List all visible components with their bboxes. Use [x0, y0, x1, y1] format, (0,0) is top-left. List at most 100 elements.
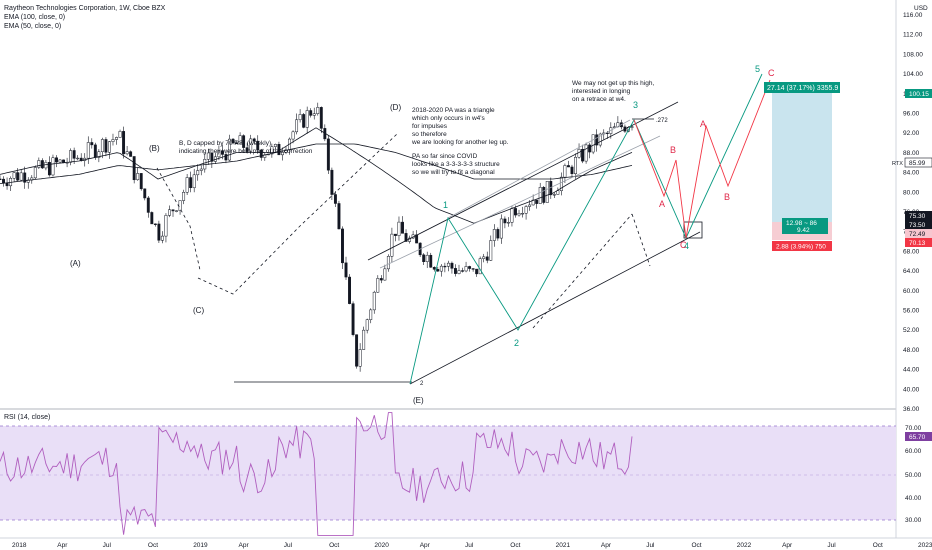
diag-upper[interactable]: [447, 119, 631, 219]
rsi-axis[interactable]: 70.00 60.00 50.00 40.00 30.00: [905, 425, 922, 524]
candle-body: [542, 186, 546, 203]
candle-body: [439, 265, 443, 272]
note-tri-3: for impulses: [412, 123, 448, 130]
candle-body: [168, 209, 171, 216]
tag-target: 100.15: [909, 91, 929, 98]
time-tick-label: Apr: [782, 542, 793, 549]
target-zone[interactable]: [772, 92, 832, 222]
target-label-box[interactable]: [764, 82, 840, 93]
candle-body: [115, 137, 118, 140]
candle-body: [482, 256, 486, 259]
candle-body: [326, 138, 330, 171]
price-tick-label: 44.00: [903, 367, 920, 374]
candle-body: [362, 329, 366, 350]
candle-body: [386, 256, 390, 270]
candle-body: [139, 173, 143, 190]
candle-body: [450, 262, 454, 269]
entry-label-box[interactable]: [782, 218, 828, 234]
label-red-c-1: C: [680, 240, 687, 250]
candle-body: [146, 197, 150, 213]
candle-body: [390, 233, 394, 257]
currency-label: USD: [914, 5, 928, 12]
tag-target-bg: [905, 89, 932, 98]
time-axis[interactable]: 2018 Apr Jul Oct 2019 Apr Jul Oct 2020 Apr Jul Oct 2…: [12, 542, 932, 549]
stop-label-box[interactable]: [772, 241, 832, 251]
candle-body: [538, 186, 542, 204]
candle-body: [478, 258, 482, 275]
wave-2: 2: [514, 338, 519, 348]
candle-body: [5, 183, 9, 187]
candle-body: [598, 133, 602, 146]
label-red-a-1: A: [659, 199, 665, 209]
label-c: (C): [193, 306, 204, 315]
candle-body: [298, 114, 302, 121]
note-high-3: on a retrace at w4.: [572, 96, 626, 103]
candle-body: [393, 233, 397, 236]
tag-t3: 72.49: [909, 231, 926, 238]
candle-body: [369, 309, 373, 320]
candle-body: [118, 131, 122, 138]
candle-body: [122, 131, 126, 155]
rsi-tick-label: 30.00: [905, 517, 922, 524]
candle-body: [312, 113, 316, 116]
candle-body: [192, 174, 196, 189]
triangle-ab[interactable]: [156, 167, 201, 271]
entry-label-2: 9.42: [797, 227, 810, 234]
candle-body: [305, 110, 309, 128]
candle-body: [446, 262, 450, 267]
note-covid-2: looks like a 3-3-3-3-3 structure: [412, 161, 500, 168]
candle-body: [461, 270, 464, 272]
label-fib-272: .272: [656, 118, 668, 124]
triangle-cd[interactable]: [197, 133, 398, 295]
wave-path-green[interactable]: [409, 73, 763, 385]
wave-path-red[interactable]: [633, 79, 771, 239]
candle-body: [358, 349, 362, 367]
candle-body: [55, 157, 58, 163]
target-label: 27.14 (37.17%) 3355.9: [767, 85, 838, 92]
candle-body: [51, 157, 55, 176]
candle-body: [485, 256, 489, 261]
candlesticks[interactable]: [0, 102, 634, 372]
candle-body: [341, 228, 344, 264]
candle-body: [605, 132, 609, 134]
entry-label-1: 12.98 ~ 86: [786, 220, 817, 227]
note-high-1: We may not get up this high,: [572, 80, 654, 87]
ema-50-line[interactable]: [0, 127, 633, 224]
time-tick-label: Jul: [465, 542, 474, 549]
covid-dashed[interactable]: [532, 213, 633, 329]
candle-body: [295, 119, 299, 133]
candle-body: [563, 165, 567, 178]
price-tick-label: 64.00: [903, 268, 920, 275]
rsi-line[interactable]: [0, 412, 633, 536]
candle-body: [164, 215, 168, 237]
note-covid-1: PA so far since COVID: [412, 153, 478, 160]
candle-body: [319, 107, 323, 129]
wave-1: 1: [443, 200, 448, 210]
price-tick-label: 52.00: [903, 327, 920, 334]
time-tick-label: 2020: [374, 542, 389, 549]
channel-upper[interactable]: [367, 101, 679, 261]
candle-body: [365, 319, 369, 331]
candle-body: [284, 149, 288, 153]
time-tick-label: 2021: [556, 542, 571, 549]
candle-body: [372, 291, 376, 311]
time-tick-label: Apr: [420, 542, 431, 549]
candle-body: [281, 152, 284, 156]
tag-t1-bg: [905, 211, 932, 220]
channel-lower[interactable]: [409, 231, 701, 385]
time-tick-label: Apr: [239, 542, 250, 549]
label-e: (E): [413, 396, 424, 405]
candle-body: [108, 141, 111, 153]
candle-body: [76, 157, 80, 160]
candle-body: [72, 150, 76, 159]
rsi-tick-label: 70.00: [905, 425, 922, 432]
label-red-b-1: B: [670, 145, 676, 155]
price-tick-label: 36.00: [903, 406, 920, 413]
time-tick-label: Oct: [148, 542, 158, 549]
candle-body: [199, 168, 203, 171]
candle-body: [333, 194, 337, 204]
candle-body: [457, 270, 461, 274]
candle-body: [443, 265, 447, 268]
tag-rtx-name: RTX: [892, 161, 903, 167]
